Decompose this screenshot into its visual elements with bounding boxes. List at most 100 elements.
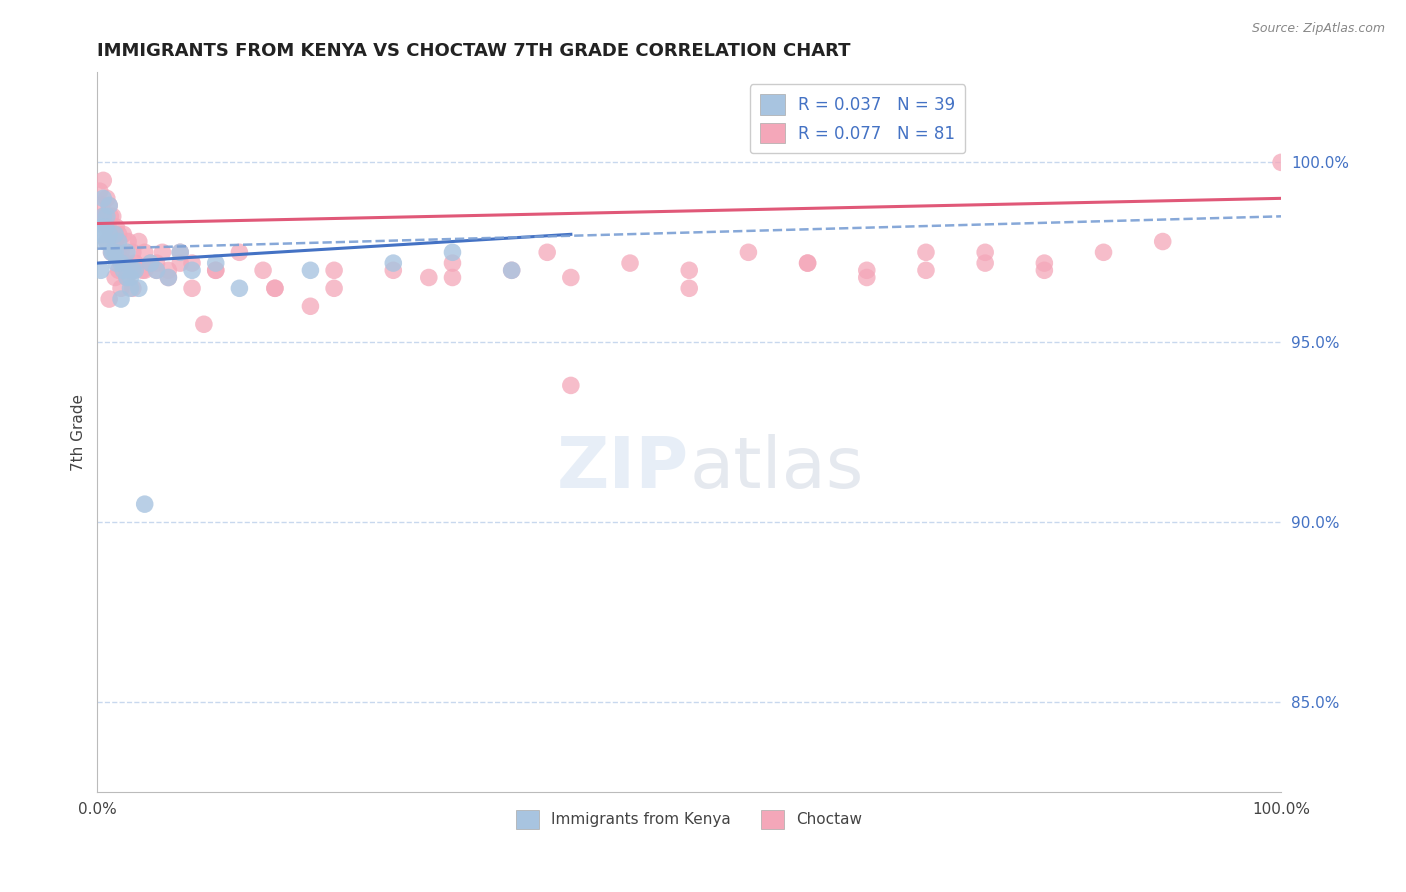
Point [974,256,997,270]
Point [121,281,143,295]
Point [441,256,464,270]
Point [100,245,122,260]
Point [105,220,128,235]
Point [96,191,118,205]
Point [1152,235,1174,249]
Point [98,292,121,306]
Point [737,245,759,260]
Point [619,256,641,270]
Text: IMMIGRANTS FROM KENYA VS CHOCTAW 7TH GRADE CORRELATION CHART: IMMIGRANTS FROM KENYA VS CHOCTAW 7TH GRA… [97,42,851,60]
Point [169,245,191,260]
Legend: Immigrants from Kenya, Choctaw: Immigrants from Kenya, Choctaw [510,804,869,835]
Point [204,263,226,277]
Point [169,256,191,270]
Point [110,245,132,260]
Point [91,191,114,205]
Point [110,292,132,306]
Point [104,235,127,249]
Point [96,235,118,249]
Point [264,281,287,295]
Point [915,263,938,277]
Point [264,281,287,295]
Point [93,235,115,249]
Point [98,198,121,212]
Point [121,263,143,277]
Point [323,281,346,295]
Point [117,235,139,249]
Point [115,270,138,285]
Text: Source: ZipAtlas.com: Source: ZipAtlas.com [1251,22,1385,36]
Point [139,256,162,270]
Point [145,256,167,270]
Point [120,281,142,295]
Point [105,256,128,270]
Point [100,227,122,242]
Point [120,263,142,277]
Point [96,210,118,224]
Point [796,256,818,270]
Point [181,281,204,295]
Point [112,263,135,277]
Point [204,256,226,270]
Point [181,263,204,277]
Point [97,220,120,235]
Point [796,256,818,270]
Point [124,263,146,277]
Point [181,256,204,270]
Point [678,263,700,277]
Text: ZIP: ZIP [557,434,689,503]
Point [134,263,156,277]
Point [91,227,114,242]
Point [204,263,226,277]
Point [96,235,118,249]
Point [131,263,153,277]
Point [91,198,114,212]
Point [115,245,138,260]
Point [157,270,180,285]
Point [104,270,127,285]
Point [152,245,174,260]
Point [169,245,191,260]
Point [107,235,129,249]
Point [89,184,111,198]
Point [115,263,138,277]
Point [110,281,132,295]
Point [128,235,150,249]
Point [110,256,132,270]
Point [94,220,117,235]
Point [115,270,138,285]
Point [107,263,129,277]
Point [536,245,558,260]
Point [98,198,121,212]
Point [974,245,997,260]
Point [90,263,112,277]
Point [157,270,180,285]
Point [501,263,523,277]
Point [1033,263,1056,277]
Point [107,227,129,242]
Point [101,210,124,224]
Point [1270,155,1292,169]
Point [145,263,167,277]
Point [112,227,135,242]
Point [855,263,877,277]
Point [104,227,127,242]
Point [128,281,150,295]
Point [441,270,464,285]
Point [114,256,136,270]
Text: atlas: atlas [689,434,863,503]
Point [107,245,129,260]
Point [134,245,156,260]
Point [228,245,250,260]
Point [112,256,135,270]
Point [120,270,142,285]
Point [1033,256,1056,270]
Point [228,281,250,295]
Point [104,245,127,260]
Point [157,263,180,277]
Point [91,210,114,224]
Point [501,263,523,277]
Point [139,256,162,270]
Point [915,245,938,260]
Point [100,210,122,224]
